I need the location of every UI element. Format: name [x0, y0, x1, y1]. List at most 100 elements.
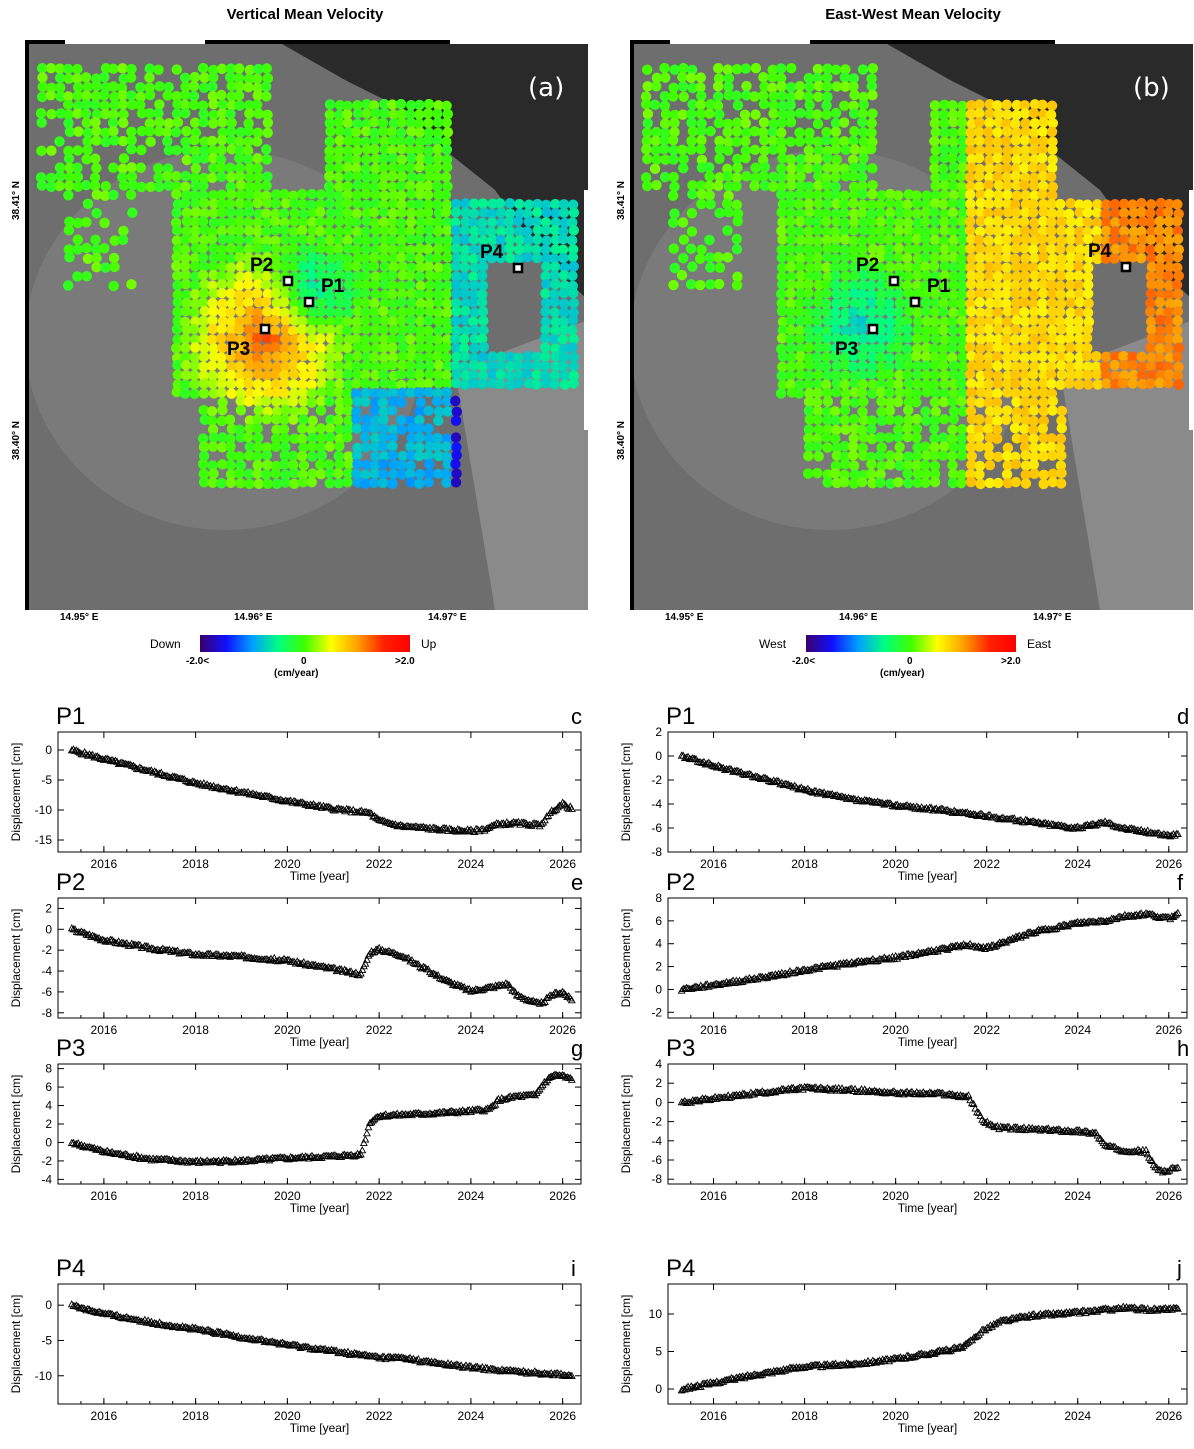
velocity-dot	[496, 351, 507, 362]
velocity-dot	[81, 154, 92, 165]
data-point	[560, 989, 569, 997]
velocity-dot	[1047, 181, 1058, 193]
velocity-dot	[768, 91, 779, 102]
velocity-dot	[163, 180, 174, 191]
velocity-dot	[171, 181, 182, 192]
velocity-dot	[251, 342, 263, 353]
velocity-dot	[225, 459, 236, 471]
velocity-dot	[884, 387, 895, 399]
velocity-dot	[378, 352, 390, 363]
velocity-dot	[351, 360, 362, 372]
velocity-dot	[1002, 271, 1013, 283]
velocity-dot	[992, 451, 1004, 463]
velocity-dot	[233, 73, 245, 84]
data-point	[149, 944, 157, 952]
data-point	[982, 942, 991, 950]
velocity-dot	[486, 217, 498, 228]
velocity-dot	[108, 252, 120, 264]
velocity-dot	[857, 297, 868, 309]
velocity-dot	[117, 163, 128, 174]
velocity-dot	[351, 450, 363, 461]
velocity-dot	[956, 216, 968, 227]
velocity-dot	[1056, 360, 1067, 371]
velocity-dot	[1002, 442, 1014, 454]
velocity-dot	[431, 441, 443, 452]
velocity-dot	[324, 99, 336, 110]
velocity-dot	[136, 125, 148, 137]
velocity-dot	[216, 478, 227, 489]
velocity-dot	[867, 243, 879, 255]
velocity-dot	[181, 207, 193, 219]
velocity-dot	[857, 442, 868, 454]
velocity-dot	[911, 369, 923, 380]
map-a-colorbar-max: >2.0	[395, 656, 415, 667]
velocity-dot	[1074, 296, 1085, 308]
velocity-dot	[957, 442, 968, 453]
velocity-dot	[1154, 269, 1166, 281]
velocity-dot	[713, 73, 725, 84]
velocity-dot	[440, 171, 452, 183]
velocity-dot	[1055, 460, 1067, 471]
velocity-dot	[252, 396, 264, 407]
velocity-dot	[540, 351, 551, 362]
velocity-dot	[225, 162, 236, 173]
velocity-dot	[984, 459, 996, 471]
y-tick-label: -8	[651, 1172, 662, 1186]
velocity-dot	[794, 297, 805, 309]
velocity-dot	[233, 90, 245, 101]
velocity-dot	[558, 287, 570, 299]
velocity-dot	[487, 351, 498, 362]
data-point	[250, 1156, 259, 1165]
velocity-dot	[840, 270, 851, 282]
velocity-dot	[243, 378, 254, 389]
velocity-dot	[858, 216, 869, 228]
velocity-dot	[289, 406, 300, 417]
velocity-dot	[984, 450, 995, 461]
y-tick-label: 6	[655, 914, 662, 928]
velocity-dot	[568, 333, 579, 345]
velocity-dot	[469, 324, 480, 335]
velocity-dot	[244, 305, 256, 317]
velocity-dot	[1154, 343, 1166, 354]
velocity-dot	[723, 90, 734, 101]
data-point	[186, 778, 195, 786]
data-point	[1115, 823, 1124, 831]
velocity-dot	[406, 450, 417, 461]
velocity-dot	[298, 217, 309, 228]
velocity-dot	[378, 388, 389, 399]
velocity-dot	[172, 243, 183, 255]
velocity-dot	[822, 189, 834, 200]
velocity-dot	[361, 414, 373, 425]
velocity-dot	[930, 288, 941, 299]
velocity-dot	[1028, 333, 1040, 345]
velocity-dot	[1082, 369, 1093, 381]
velocity-dot	[893, 243, 904, 254]
velocity-dot	[813, 369, 824, 381]
velocity-dot	[804, 252, 815, 264]
velocity-dot	[568, 244, 579, 255]
velocity-dot	[388, 198, 399, 209]
velocity-dot	[993, 179, 1005, 191]
velocity-dot	[360, 442, 372, 453]
velocity-dot	[171, 90, 182, 102]
velocity-dot	[939, 144, 950, 155]
velocity-dot	[1002, 387, 1013, 398]
velocity-dot	[938, 306, 949, 317]
velocity-dot	[928, 261, 940, 272]
velocity-dot	[723, 181, 735, 192]
data-point	[445, 977, 454, 985]
velocity-dot	[1056, 225, 1067, 237]
velocity-dot	[948, 360, 959, 371]
velocity-dot	[876, 361, 887, 373]
velocity-dot	[821, 179, 832, 191]
velocity-dot	[225, 477, 237, 489]
data-point	[158, 770, 167, 779]
velocity-dot	[1083, 298, 1094, 309]
velocity-dot	[216, 244, 227, 255]
velocity-dot	[253, 432, 264, 443]
velocity-dot	[496, 226, 507, 237]
velocity-dot	[433, 243, 444, 255]
velocity-dot	[404, 180, 416, 191]
velocity-dot	[324, 145, 335, 157]
